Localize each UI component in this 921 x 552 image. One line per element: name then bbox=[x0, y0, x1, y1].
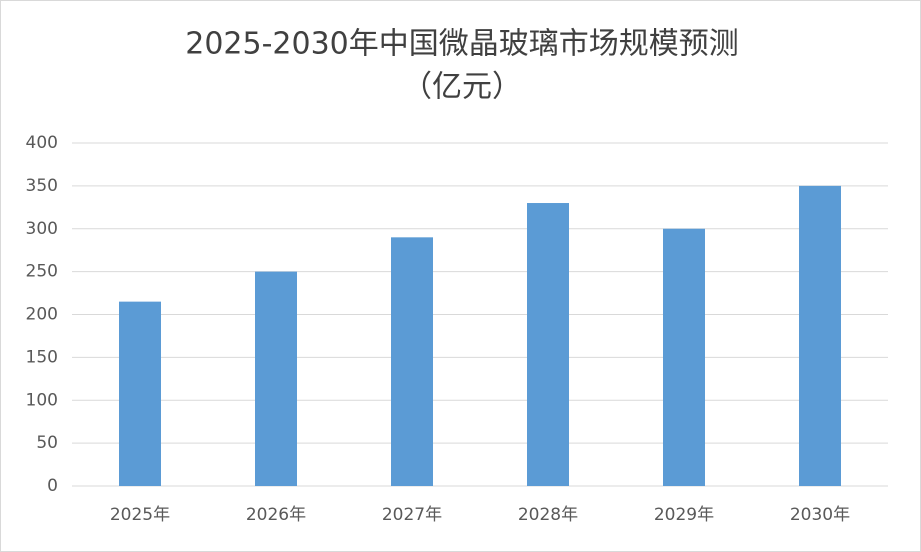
x-tick-label: 2025年 bbox=[110, 505, 170, 525]
chart-subtitle: （亿元） bbox=[402, 70, 522, 105]
x-tick-label: 2029年 bbox=[654, 505, 714, 525]
y-tick-label: 350 bbox=[26, 176, 58, 196]
y-tick-label: 0 bbox=[47, 476, 58, 496]
bar bbox=[799, 185, 841, 486]
bar bbox=[391, 237, 433, 486]
x-tick-label: 2027年 bbox=[382, 505, 442, 525]
y-tick-label: 200 bbox=[26, 305, 58, 325]
y-tick-label: 250 bbox=[26, 262, 58, 282]
x-tick-label: 2028年 bbox=[518, 505, 578, 525]
chart-title: 2025-2030年中国微晶玻璃市场规模预测 bbox=[185, 27, 739, 62]
y-tick-label: 150 bbox=[26, 347, 58, 367]
bar bbox=[255, 271, 297, 486]
y-tick-label: 400 bbox=[26, 133, 58, 153]
bar bbox=[663, 228, 705, 486]
x-tick-label: 2026年 bbox=[246, 505, 306, 525]
x-tick-label: 2030年 bbox=[790, 505, 850, 525]
bar bbox=[527, 203, 569, 486]
y-tick-label: 50 bbox=[36, 433, 58, 453]
bar bbox=[119, 301, 161, 486]
y-tick-label: 300 bbox=[26, 219, 58, 239]
y-tick-label: 100 bbox=[26, 390, 58, 410]
